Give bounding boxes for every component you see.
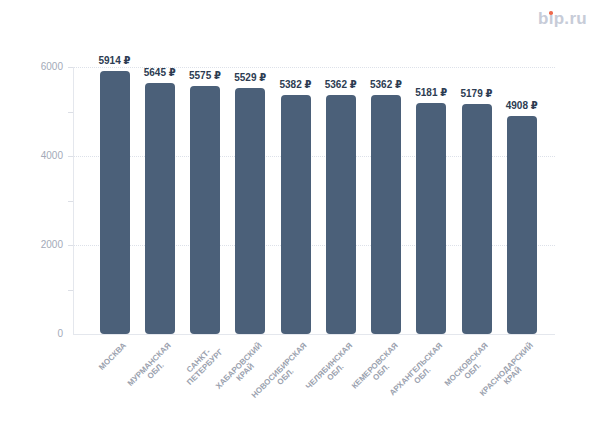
y-axis-tick-2000	[68, 245, 73, 246]
bar-value-label: 5179 ₽	[445, 88, 509, 100]
x-axis-label: МУРМАНСКАЯОБЛ.	[126, 341, 179, 394]
y-axis-tick-5000	[68, 112, 73, 113]
bar-1	[100, 71, 130, 334]
logo-letter-i: ı	[549, 9, 554, 29]
bar-value-label: 5914 ₽	[83, 55, 147, 67]
bar-value-label: 4908 ₽	[490, 100, 554, 112]
bar-chart: bıp.ru 02000400060005914 ₽МОСКВА5645 ₽МУ…	[0, 0, 600, 427]
bar-8	[416, 103, 446, 334]
y-axis-label-0: 0	[18, 329, 63, 339]
y-axis-tick-3000	[68, 201, 73, 202]
bar-3	[190, 86, 220, 334]
bar-7	[371, 95, 401, 334]
bar-2	[145, 83, 175, 334]
x-axis-label: МОСКВА	[97, 341, 128, 372]
x-axis-line	[73, 334, 555, 335]
y-axis-tick-4000	[68, 156, 73, 157]
logo-i-dot-icon	[549, 11, 553, 15]
bar-9	[462, 104, 492, 334]
bar-5	[281, 95, 311, 334]
bar-6	[326, 95, 356, 334]
bip-ru-logo[interactable]: bıp.ru	[538, 9, 587, 29]
y-axis-tick-1000	[68, 290, 73, 291]
bar-10	[507, 116, 537, 334]
x-axis-label: ЧЕЛЯБИНСКАЯОБЛ.	[304, 341, 360, 397]
y-axis-label-4000: 4000	[18, 151, 63, 161]
y-axis-label-6000: 6000	[18, 62, 63, 72]
y-axis-label-2000: 2000	[18, 240, 63, 250]
y-axis-line	[73, 67, 74, 334]
bar-4	[235, 88, 265, 334]
y-axis-tick-6000	[68, 67, 73, 68]
